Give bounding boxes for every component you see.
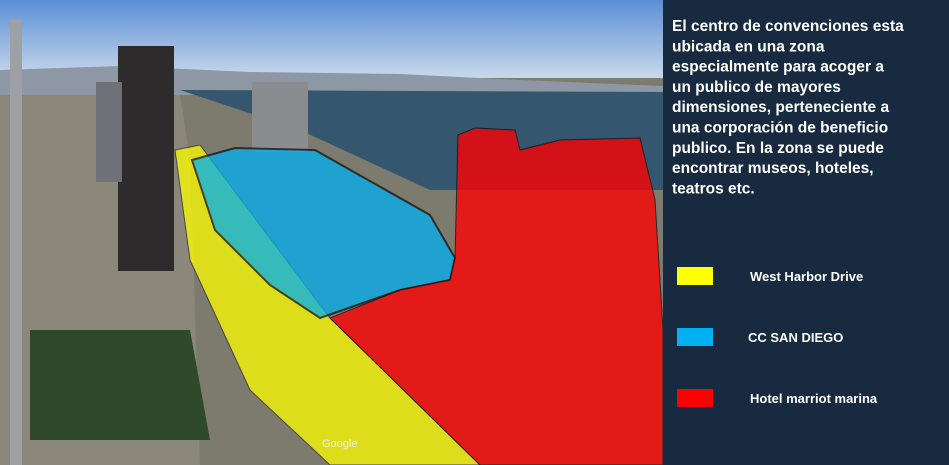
legend-swatch	[677, 267, 713, 285]
description-line: ubicada en una zona	[672, 38, 825, 55]
description-line: especialmente para acoger a	[672, 59, 884, 76]
description-line: una corporación de beneficio	[672, 120, 888, 137]
description-line: dimensiones, perteneciente a	[672, 99, 889, 116]
legend-swatch	[677, 389, 713, 407]
description-line: teatros etc.	[672, 180, 755, 197]
description: El centro de convenciones esta ubicada en…	[672, 18, 904, 197]
legend-label: Hotel marriot marina	[750, 391, 878, 406]
watermark: Google	[322, 438, 357, 450]
description-line: encontrar museos, hoteles,	[672, 160, 874, 177]
legend-label: West Harbor Drive	[750, 269, 863, 284]
legend-swatch	[677, 328, 713, 346]
legend: West Harbor Drive CC SAN DIEGO Hotel marri…	[677, 267, 878, 407]
description-line: El centro de convenciones esta	[672, 18, 904, 35]
legend-label: CC SAN DIEGO	[748, 330, 843, 345]
description-line: publico. En la zona se puede	[672, 140, 884, 157]
description-line: un publico de mayores	[672, 79, 841, 96]
info-panel	[663, 0, 949, 465]
